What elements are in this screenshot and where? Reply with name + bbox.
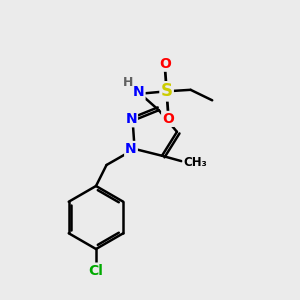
Text: O: O — [162, 112, 174, 126]
Text: N: N — [125, 112, 137, 126]
Text: N: N — [133, 85, 145, 99]
Text: H: H — [122, 76, 133, 89]
Text: CH₃: CH₃ — [183, 156, 207, 169]
Text: S: S — [160, 82, 172, 100]
Text: O: O — [159, 57, 171, 71]
Text: N: N — [125, 142, 137, 156]
Text: Cl: Cl — [88, 264, 104, 278]
